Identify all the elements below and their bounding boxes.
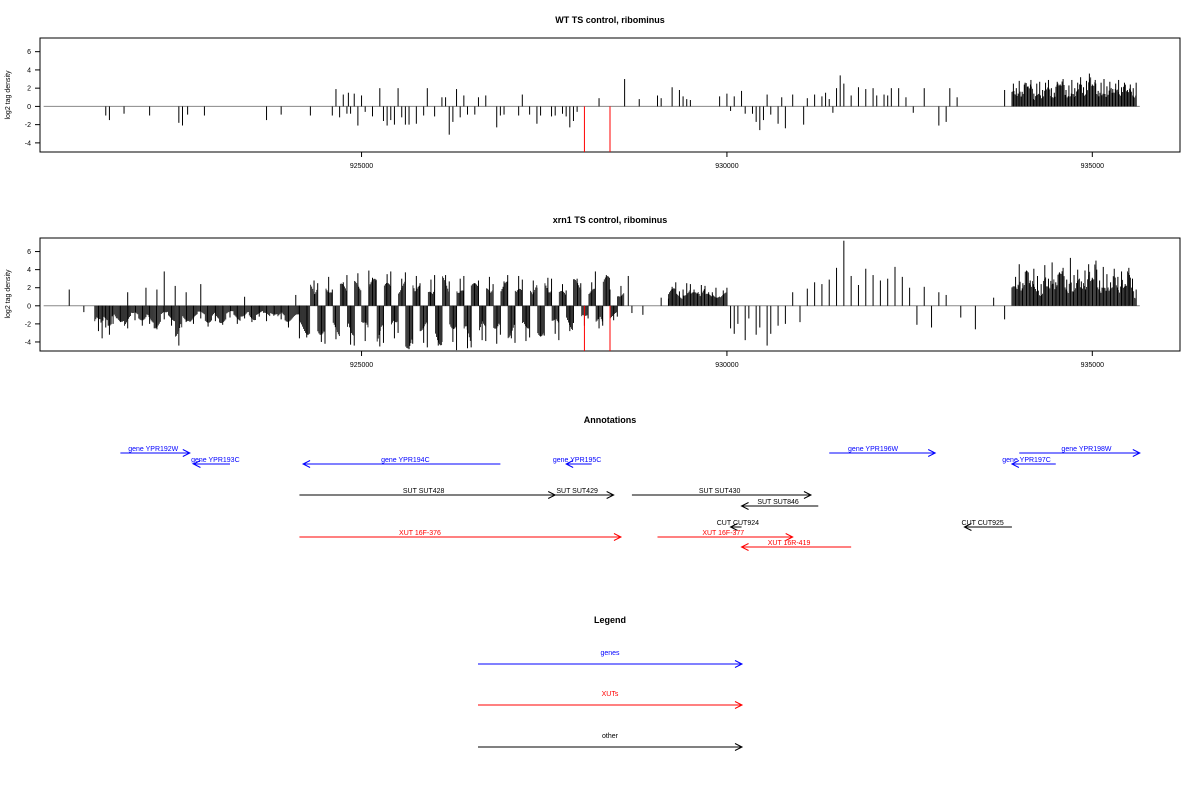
annotation-feature: CUT CUT925 — [962, 520, 1012, 531]
annotation-feature: SUT SUT430 — [631, 488, 813, 499]
y-tick-label: -4 — [25, 339, 31, 346]
x-axis: 925000 930000 935000 — [350, 152, 1104, 170]
feature-label: CUT CUT924 — [717, 520, 759, 527]
legend-arrowhead — [734, 660, 744, 668]
y-tick-label: 4 — [27, 67, 31, 74]
feature-label: SUT SUT846 — [757, 499, 799, 506]
y-tick-label: -2 — [25, 122, 31, 129]
legend-label: other — [602, 733, 619, 740]
panel-xrn1: xrn1 TS control, ribominus log2 tag dens… — [5, 215, 1181, 369]
feature-label: gene YPR194C — [381, 457, 430, 464]
y-tick-label: 0 — [27, 303, 31, 310]
y-axis-label: log2 tag density — [5, 269, 12, 319]
feature-arrowhead — [729, 523, 738, 531]
feature-label: gene YPR198W — [1061, 446, 1111, 453]
feature-label: CUT CUT925 — [962, 520, 1004, 527]
feature-label: gene YPR197C — [1002, 457, 1051, 464]
feature-arrowhead — [565, 460, 574, 468]
feature-label: SUT SUT430 — [699, 488, 741, 495]
feature-label: XUT 16F-377 — [702, 530, 744, 537]
y-axis: 6 4 2 0 -2 -4 — [25, 249, 40, 346]
annotation-feature: XUT 16R-419 — [740, 540, 852, 551]
legend-arrowhead — [734, 701, 744, 709]
panel-title: xrn1 TS control, ribominus — [553, 215, 668, 225]
y-axis: 6 4 2 0 -2 -4 — [25, 49, 40, 147]
panel-title: WT TS control, ribominus — [555, 15, 665, 25]
annotation-feature: XUT 16F-376 — [299, 530, 623, 541]
y-axis-label: log2 tag density — [5, 70, 12, 120]
feature-arrowhead — [606, 491, 615, 499]
annotation-feature: SUT SUT846 — [740, 499, 819, 510]
annotation-feature: gene YPR193C — [191, 457, 240, 468]
feature-arrowhead — [1010, 460, 1020, 468]
annotation-feature: SUT SUT429 — [555, 488, 615, 499]
y-tick-label: 6 — [27, 49, 31, 56]
feature-arrowhead — [927, 449, 937, 457]
feature-arrowhead — [963, 523, 972, 531]
feature-arrowhead — [182, 449, 191, 457]
legend: Legend genes XUTs other — [478, 615, 744, 751]
x-tick-label: 935000 — [1081, 362, 1104, 369]
bar-series — [43, 240, 1140, 351]
annotation-feature: gene YPR195C — [553, 457, 602, 468]
annotation-feature: CUT CUT924 — [717, 520, 759, 531]
legend-item: other — [478, 733, 744, 751]
y-tick-label: 2 — [27, 285, 31, 292]
x-tick-label: 930000 — [715, 362, 738, 369]
x-tick-label: 930000 — [715, 163, 738, 170]
annotation-feature: gene YPR196W — [829, 446, 937, 457]
y-tick-label: 4 — [27, 267, 31, 274]
feature-arrowhead — [785, 533, 794, 541]
annotation-features: gene YPR192W gene YPR193C gene YPR194C gene… — [120, 446, 1141, 551]
feature-arrowhead — [803, 491, 813, 499]
legend-item: XUTs — [478, 691, 744, 709]
feature-arrowhead — [301, 460, 311, 468]
x-tick-label: 925000 — [350, 163, 373, 170]
y-tick-label: -4 — [25, 140, 31, 147]
bar-series — [43, 73, 1140, 152]
feature-label: XUT 16R-419 — [768, 540, 811, 547]
y-tick-label: 0 — [27, 104, 31, 111]
feature-arrowhead — [613, 533, 623, 541]
legend-label: XUTs — [602, 691, 619, 698]
feature-arrowhead — [740, 502, 749, 510]
legend-item: genes — [478, 650, 744, 668]
feature-label: gene YPR196W — [848, 446, 898, 453]
feature-label: XUT 16F-376 — [399, 530, 441, 537]
y-tick-label: 2 — [27, 86, 31, 93]
feature-label: SUT SUT428 — [403, 488, 445, 495]
x-tick-label: 935000 — [1081, 163, 1104, 170]
feature-label: SUT SUT429 — [556, 488, 598, 495]
annotations-title: Annotations — [584, 415, 637, 425]
feature-arrowhead — [192, 460, 201, 468]
annotation-feature: gene YPR197C — [1002, 457, 1056, 468]
x-axis: 925000 930000 935000 — [350, 351, 1104, 369]
feature-label: gene YPR193C — [191, 457, 240, 464]
legend-arrowhead — [734, 743, 744, 751]
annotation-feature: gene YPR198W — [1019, 446, 1141, 457]
feature-arrowhead — [1132, 449, 1141, 457]
legend-items: genes XUTs other — [478, 650, 744, 751]
y-tick-label: 6 — [27, 249, 31, 256]
legend-title: Legend — [594, 615, 626, 625]
annotation-feature: gene YPR192W — [120, 446, 191, 457]
annotation-feature: gene YPR194C — [301, 457, 501, 468]
feature-label: gene YPR192W — [128, 446, 178, 453]
legend-label: genes — [600, 650, 620, 657]
annotation-feature: XUT 16F-377 — [657, 530, 794, 541]
x-tick-label: 925000 — [350, 362, 373, 369]
feature-label: gene YPR195C — [553, 457, 602, 464]
y-tick-label: -2 — [25, 321, 31, 328]
panel-wt: WT TS control, ribominus log2 tag densit… — [5, 15, 1181, 170]
feature-arrowhead — [740, 543, 749, 551]
